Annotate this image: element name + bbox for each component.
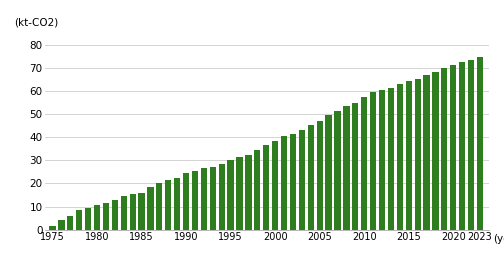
Bar [130,194,136,230]
Bar [441,68,448,230]
Bar [477,57,483,230]
Bar [423,75,429,230]
Bar [343,106,349,230]
Bar [450,65,457,230]
Bar [112,200,118,230]
Text: (kt-CO2): (kt-CO2) [14,18,58,28]
Bar [272,141,278,230]
Bar [254,150,261,230]
Bar [459,62,465,230]
Bar [147,187,154,230]
Bar [156,183,162,230]
Bar [432,72,438,230]
Bar [67,216,74,230]
Bar [290,134,296,230]
Bar [388,88,394,230]
Bar [120,196,127,230]
Bar [236,157,242,230]
Bar [317,121,323,230]
Bar [370,92,376,230]
Text: (year): (year) [493,234,504,244]
Bar [139,193,145,230]
Bar [58,220,65,230]
Bar [219,164,225,230]
Bar [263,145,269,230]
Bar [76,210,82,230]
Bar [174,178,180,230]
Bar [192,171,198,230]
Bar [227,160,234,230]
Bar [94,206,100,230]
Bar [352,103,358,230]
Bar [299,130,305,230]
Bar [49,226,55,230]
Bar [397,84,403,230]
Bar [361,97,367,230]
Bar [201,169,207,230]
Bar [165,180,171,230]
Bar [245,155,251,230]
Bar [281,136,287,230]
Bar [210,167,216,230]
Bar [85,208,91,230]
Bar [334,111,341,230]
Bar [406,81,412,230]
Bar [103,203,109,230]
Bar [379,90,385,230]
Bar [468,60,474,230]
Bar [183,173,189,230]
Bar [307,125,314,230]
Bar [414,79,421,230]
Bar [326,115,332,230]
